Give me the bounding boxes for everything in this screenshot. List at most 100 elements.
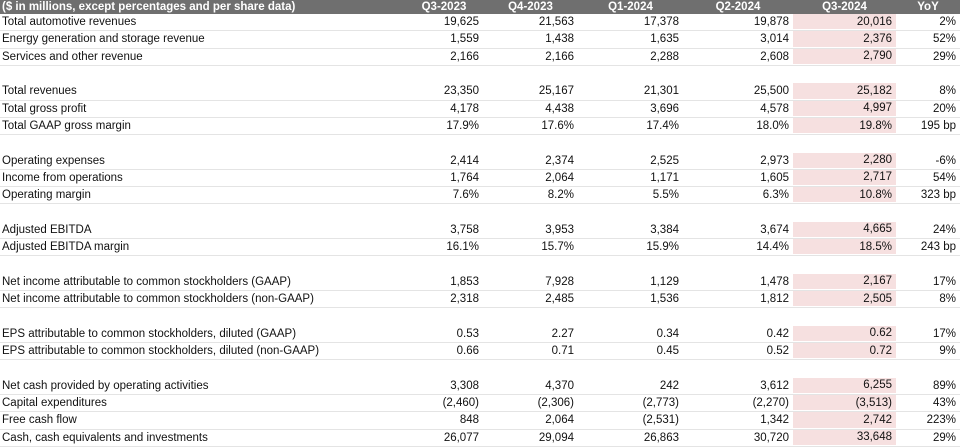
row-label: Total gross profit [2, 102, 87, 115]
value-cell: 52% [932, 33, 956, 46]
value-cell: 19,878 [753, 16, 789, 29]
value-cell: 243 bp [920, 241, 956, 254]
value-cell: 0.42 [766, 327, 789, 340]
value-cell: 54% [932, 171, 956, 184]
spacer-row [0, 204, 960, 221]
value-cell: 29% [932, 431, 956, 444]
value-cell: (2,306) [537, 397, 574, 410]
value-cell: 18.0% [756, 120, 789, 133]
value-cell: -6% [935, 154, 956, 167]
header-row: ($ in millions, except percentages and p… [0, 0, 960, 14]
value-cell: 2,376 [793, 31, 896, 48]
row-label: Operating expenses [2, 154, 105, 167]
value-cell: 3,953 [545, 223, 574, 236]
value-cell: 323 bp [920, 189, 956, 202]
value-cell: 3,758 [450, 223, 479, 236]
value-cell: 1,853 [450, 275, 479, 288]
row-label: Operating margin [2, 189, 91, 202]
row-label: Capital expenditures [2, 397, 107, 410]
value-cell: (2,460) [442, 397, 479, 410]
value-cell: 2,374 [545, 154, 574, 167]
spacer-row [0, 66, 960, 83]
value-cell: 0.34 [656, 327, 679, 340]
value-cell: 8% [939, 293, 956, 306]
row-label: Adjusted EBITDA margin [2, 241, 130, 254]
value-cell: 30,720 [753, 431, 789, 444]
table-row: Operating expenses 2,414 2,374 2,525 2,973 2,… [0, 152, 960, 170]
value-cell: 25,167 [538, 85, 574, 98]
value-cell: 4,665 [793, 221, 896, 239]
header-cell: Q4-2023 [508, 1, 553, 13]
table-row: Net income attributable to common stockh… [0, 273, 960, 291]
value-cell: 2,525 [650, 154, 679, 167]
value-cell: 6,255 [793, 377, 896, 394]
table-row: Energy generation and storage revenue 1,5… [0, 31, 960, 49]
value-cell: 2,318 [450, 293, 479, 306]
value-cell: 15.7% [541, 241, 574, 254]
value-cell: 26,077 [443, 431, 479, 444]
value-cell: 24% [932, 223, 956, 236]
row-label: EPS attributable to common stockholders,… [2, 327, 297, 340]
value-cell: 4,370 [545, 379, 574, 392]
value-cell: (2,270) [752, 397, 789, 410]
value-cell: 195 bp [920, 120, 956, 133]
value-cell: 19,625 [443, 16, 479, 29]
row-label: Free cash flow [2, 414, 77, 427]
value-cell: 17.6% [541, 120, 574, 133]
value-cell: 8% [939, 85, 956, 98]
value-cell: 20,016 [793, 14, 896, 31]
value-cell: 26,863 [643, 431, 679, 444]
row-label: Net income attributable to common stockh… [2, 293, 314, 306]
value-cell: 5.5% [652, 189, 679, 202]
value-cell: 2,280 [793, 152, 896, 169]
value-cell: 7.6% [452, 189, 479, 202]
row-label: Energy generation and storage revenue [2, 33, 205, 46]
value-cell: 0.45 [656, 345, 679, 358]
value-cell: 1,812 [760, 293, 789, 306]
value-cell: 1,635 [650, 33, 679, 46]
value-cell: 1,478 [760, 275, 789, 288]
header-cell: Q1-2024 [608, 1, 653, 13]
value-cell: 17% [932, 275, 956, 288]
value-cell: 9% [939, 345, 956, 358]
table-row: Cash, cash equivalents and investments 26… [0, 429, 960, 447]
value-cell: 3,308 [450, 379, 479, 392]
row-label: EPS attributable to common stockholders,… [2, 345, 320, 358]
value-cell: 43% [932, 397, 956, 410]
table-row: Capital expenditures (2,460) (2,306) (2,773… [0, 394, 960, 413]
value-cell: 25,500 [753, 85, 789, 98]
value-cell: 1,342 [760, 414, 789, 427]
table-row: Free cash flow 848 2,064 (2,531) 1,342 2,742 2… [0, 412, 960, 430]
value-cell: 1,605 [760, 171, 789, 184]
table-row: Total gross profit 4,178 4,438 3,696 4,578 4,… [0, 100, 960, 118]
value-cell: 2,608 [760, 50, 789, 63]
row-label: Cash, cash equivalents and investments [2, 431, 208, 444]
value-cell: 2,167 [793, 273, 896, 290]
value-cell: 3,674 [760, 223, 789, 236]
value-cell: 848 [459, 414, 479, 427]
value-cell: 1,438 [545, 33, 574, 46]
value-cell: 29% [932, 50, 956, 63]
value-cell: 0.72 [793, 342, 896, 360]
value-cell: (2,531) [642, 414, 679, 427]
table-row: Services and other revenue 2,166 2,166 2,28… [0, 48, 960, 66]
value-cell: 17% [932, 327, 956, 340]
value-cell: 2% [939, 16, 956, 29]
row-label: Total automotive revenues [2, 16, 137, 29]
value-cell: 223% [926, 414, 956, 427]
value-cell: 4,438 [545, 102, 574, 115]
header-cell: Q3-2023 [421, 1, 467, 13]
table-row: Total GAAP gross margin 17.9% 17.6% 17.4% 18… [0, 117, 960, 136]
row-label: Services and other revenue [2, 50, 143, 63]
value-cell: 18.5% [793, 239, 896, 256]
value-cell: 1,536 [650, 293, 679, 306]
value-cell: 25,182 [793, 83, 896, 100]
value-cell: 2,288 [650, 50, 679, 63]
header-cell: Q2-2024 [715, 1, 761, 13]
value-cell: 2,485 [545, 293, 574, 306]
value-cell: 17.4% [646, 120, 679, 133]
table-row: EPS attributable to common stockholders,… [0, 342, 960, 361]
value-cell: 19.8% [793, 117, 896, 135]
value-cell: 2,973 [760, 154, 789, 167]
value-cell: 8.2% [547, 189, 574, 202]
